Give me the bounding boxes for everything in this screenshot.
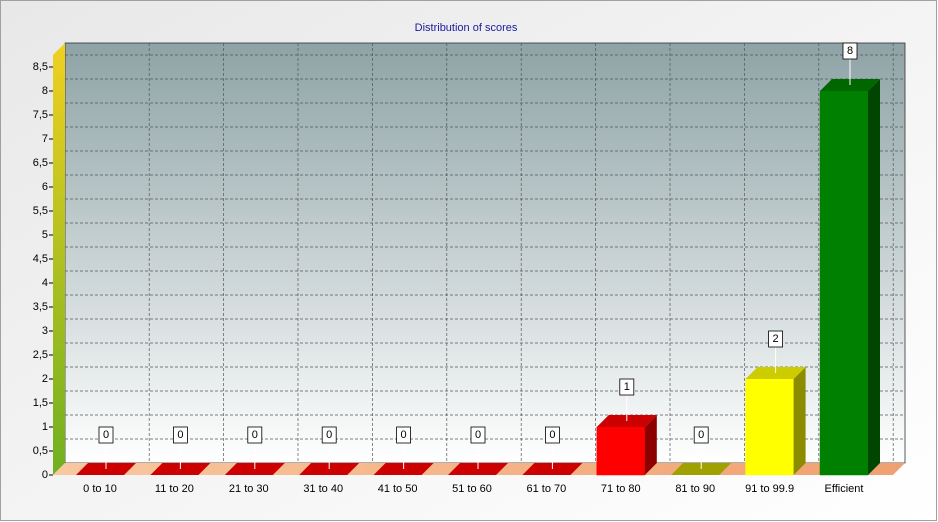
x-tick-label: 41 to 50 <box>378 483 418 495</box>
x-tick-label: 81 to 90 <box>675 483 715 495</box>
bar <box>819 90 869 476</box>
y-tick-label: 3,5 <box>33 301 48 313</box>
x-tick-label: 0 to 10 <box>83 483 117 495</box>
label-box <box>693 426 709 444</box>
y-tick-label: 8 <box>42 85 48 97</box>
y-tick-label: 1 <box>42 421 48 433</box>
y-tick-label: 0,5 <box>33 445 48 457</box>
label-box <box>98 426 114 444</box>
y-tick-label: 5 <box>42 229 48 241</box>
y-tick-label: 7 <box>42 133 48 145</box>
y-tick-label: 7,5 <box>33 109 48 121</box>
label-box <box>842 42 858 60</box>
label-box <box>396 426 412 444</box>
left-wall <box>53 43 65 475</box>
y-tick-label: 5,5 <box>33 205 48 217</box>
label-box <box>321 426 337 444</box>
y-tick-label: 1,5 <box>33 397 48 409</box>
x-tick-label: 21 to 30 <box>229 483 269 495</box>
bar-side <box>868 79 880 475</box>
y-tick-label: 6 <box>42 181 48 193</box>
label-box <box>172 426 188 444</box>
label-box <box>470 426 486 444</box>
x-tick-label: 51 to 60 <box>452 483 492 495</box>
y-tick-label: 4,5 <box>33 253 48 265</box>
data-label: 0 <box>252 429 258 441</box>
data-label: 0 <box>326 429 332 441</box>
data-label: 8 <box>847 45 853 57</box>
chart-title: Distribution of scores <box>415 22 518 34</box>
x-tick-label: 31 to 40 <box>303 483 343 495</box>
y-tick-label: 2 <box>42 373 48 385</box>
data-label: 0 <box>401 429 407 441</box>
data-label: 0 <box>698 429 704 441</box>
x-tick-label: Efficient <box>825 483 864 495</box>
label-box <box>619 378 635 396</box>
bar-side <box>793 367 806 475</box>
x-tick-label: 71 to 80 <box>601 483 641 495</box>
y-tick-label: 0 <box>42 469 48 481</box>
y-tick-label: 6,5 <box>33 157 48 169</box>
y-tick-label: 2,5 <box>33 349 48 361</box>
x-tick-label: 61 to 70 <box>527 483 567 495</box>
label-box <box>247 426 263 444</box>
data-label: 1 <box>624 381 630 393</box>
label-box <box>768 330 783 348</box>
y-tick-label: 3 <box>42 325 48 337</box>
data-label: 0 <box>103 429 109 441</box>
bar <box>596 426 646 476</box>
label-box <box>545 426 560 444</box>
data-label: 2 <box>773 333 779 345</box>
bar-side <box>644 415 657 475</box>
x-tick-label: 11 to 20 <box>155 483 194 495</box>
bar <box>745 378 794 476</box>
x-tick-label: 91 to 99.9 <box>745 483 794 495</box>
y-tick-label: 8,5 <box>33 61 48 73</box>
data-label: 0 <box>475 429 481 441</box>
bars: 0 0 0 0 0 0 0 1 0 2 8 <box>76 42 880 476</box>
data-label: 0 <box>177 429 183 441</box>
data-label: 0 <box>549 429 555 441</box>
y-tick-label: 4 <box>42 277 48 289</box>
